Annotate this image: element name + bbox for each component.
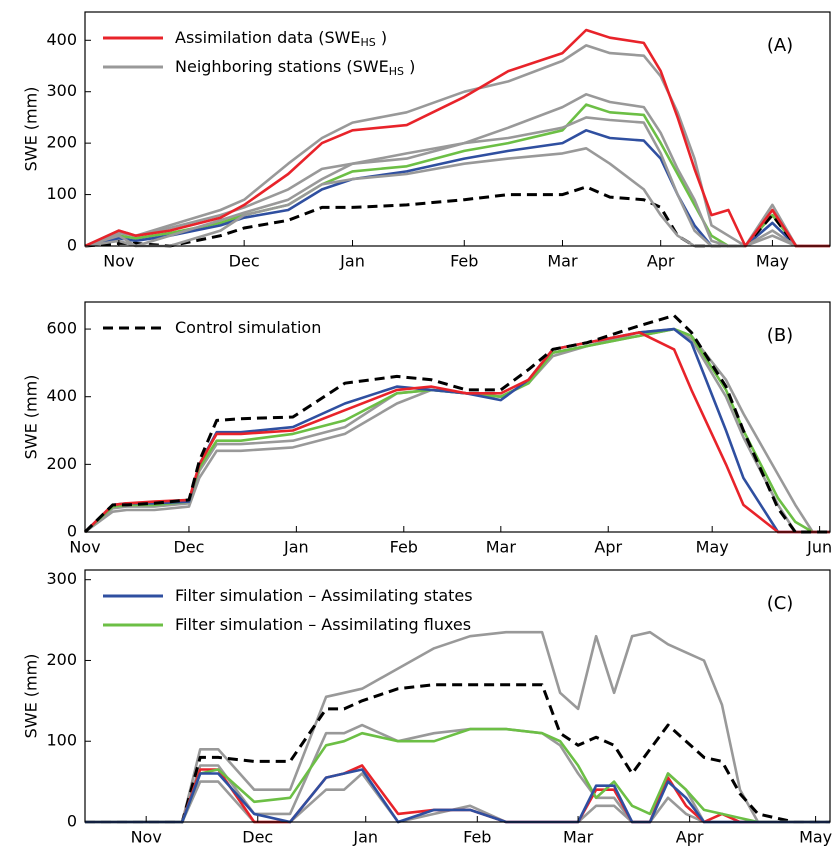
series-line	[84, 327, 830, 534]
x-tick-label: Jan	[352, 828, 378, 847]
y-axis-label: SWE (mm)	[22, 375, 41, 460]
x-tick-label: Mar	[486, 538, 517, 557]
x-tick-label: Jan	[283, 538, 309, 557]
x-tick-label: Dec	[173, 538, 204, 557]
y-tick-label: 100	[46, 731, 77, 750]
x-tick-label: Feb	[390, 538, 418, 557]
x-tick-label: Nov	[69, 538, 100, 557]
legend-label: Filter simulation – Assimilating fluxes	[175, 615, 471, 634]
legend-text: Filter simulation – Assimilating fluxes	[175, 615, 471, 634]
x-tick-label: Nov	[131, 828, 162, 847]
x-tick-label: Mar	[547, 252, 578, 271]
y-tick-label: 0	[67, 812, 77, 831]
series-line	[84, 44, 830, 248]
series-line	[84, 116, 830, 248]
plot-frame	[84, 11, 831, 247]
series-line	[84, 327, 830, 534]
y-tick-label: 100	[46, 184, 77, 203]
legend-text: HS	[389, 65, 404, 78]
x-tick-label: Nov	[103, 252, 134, 271]
y-tick-label: 300	[46, 569, 77, 588]
x-tick-label: Apr	[647, 252, 675, 271]
series-line	[84, 327, 830, 534]
y-axis-label: SWE (mm)	[22, 87, 41, 172]
x-tick-label: May	[696, 538, 729, 557]
series-line	[84, 327, 830, 534]
series-line	[84, 28, 830, 248]
series-line	[85, 630, 830, 824]
x-tick-label: Dec	[229, 252, 260, 271]
y-tick-label: 400	[46, 30, 77, 49]
x-tick-label: Jan	[339, 252, 365, 271]
x-tick-label: Feb	[450, 252, 478, 271]
legend-label: Neighboring stations (SWEHS )	[175, 57, 415, 79]
legend-label: Filter simulation – Assimilating states	[175, 586, 473, 605]
legend-text: )	[404, 57, 415, 76]
y-tick-label: 600	[46, 319, 77, 338]
series-line	[85, 727, 830, 824]
x-tick-label: Jun	[806, 538, 832, 557]
y-tick-label: 200	[46, 454, 77, 473]
series-line	[83, 314, 830, 534]
x-tick-label: Feb	[463, 828, 491, 847]
x-tick-label: Mar	[563, 828, 594, 847]
plot-frame	[84, 569, 831, 823]
y-tick-label: 200	[46, 650, 77, 669]
legend-text: Filter simulation – Assimilating states	[175, 586, 473, 605]
y-tick-label: 200	[46, 133, 77, 152]
x-tick-label: Apr	[676, 828, 704, 847]
y-tick-label: 300	[46, 81, 77, 100]
y-tick-label: 0	[67, 236, 77, 255]
x-tick-label: Dec	[242, 828, 273, 847]
legend-label: Assimilation data (SWEHS )	[175, 28, 387, 50]
legend-text: HS	[361, 36, 376, 49]
legend-text: )	[376, 28, 387, 47]
plot-frame	[84, 301, 831, 533]
legend-text: Assimilation data (SWE	[175, 28, 361, 47]
x-tick-label: May	[756, 252, 789, 271]
series-line	[85, 683, 830, 824]
y-axis-label: SWE (mm)	[22, 654, 41, 739]
legend-label: Control simulation	[175, 318, 321, 337]
y-tick-label: 0	[67, 522, 77, 541]
legend-text: Neighboring stations (SWE	[175, 57, 389, 76]
x-tick-label: May	[799, 828, 832, 847]
series-line	[84, 331, 830, 534]
legend-text: Control simulation	[175, 318, 321, 337]
panel-label: (A)	[767, 35, 793, 56]
y-tick-label: 400	[46, 386, 77, 405]
panel-label: (C)	[767, 593, 794, 614]
x-tick-label: Apr	[594, 538, 622, 557]
panel-label: (B)	[767, 325, 793, 346]
